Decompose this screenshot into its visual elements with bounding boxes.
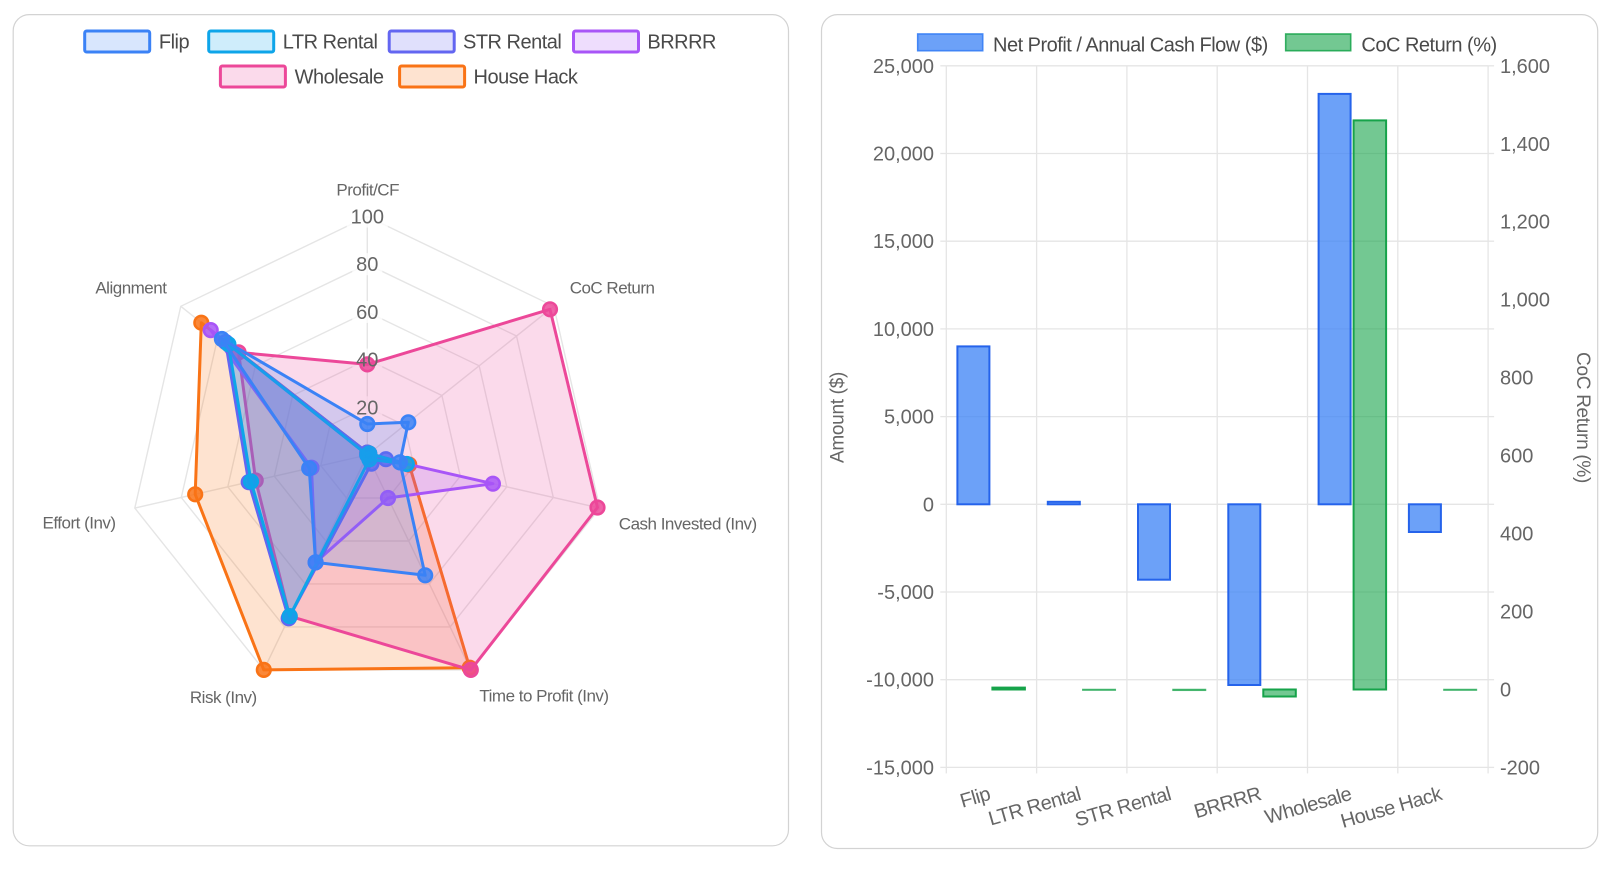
svg-text:10,000: 10,000 xyxy=(873,319,934,341)
svg-text:Net Profit / Annual Cash Flow: Net Profit / Annual Cash Flow ($) xyxy=(993,34,1268,56)
svg-text:CoC Return (%): CoC Return (%) xyxy=(1361,34,1496,56)
svg-text:Cash Invested (Inv): Cash Invested (Inv) xyxy=(619,515,757,534)
svg-text:400: 400 xyxy=(1500,524,1533,546)
svg-text:-10,000: -10,000 xyxy=(866,670,934,692)
svg-text:200: 200 xyxy=(1500,602,1533,624)
svg-text:LTR Rental: LTR Rental xyxy=(283,32,378,54)
svg-text:BRRRR: BRRRR xyxy=(647,32,716,54)
svg-text:-5,000: -5,000 xyxy=(877,582,934,604)
svg-text:800: 800 xyxy=(1500,368,1533,390)
svg-text:1,400: 1,400 xyxy=(1500,134,1550,156)
svg-text:1,600: 1,600 xyxy=(1500,56,1550,78)
svg-text:5,000: 5,000 xyxy=(884,407,934,429)
svg-text:Profit/CF: Profit/CF xyxy=(336,181,399,200)
svg-text:1,200: 1,200 xyxy=(1500,212,1550,234)
svg-text:CoC Return (%): CoC Return (%) xyxy=(1572,352,1593,483)
svg-text:Amount ($): Amount ($) xyxy=(828,372,849,463)
svg-text:Effort (Inv): Effort (Inv) xyxy=(43,514,116,533)
svg-text:25,000: 25,000 xyxy=(873,56,934,78)
svg-text:1,000: 1,000 xyxy=(1500,290,1550,312)
svg-text:-15,000: -15,000 xyxy=(866,757,934,779)
svg-text:80: 80 xyxy=(356,254,378,276)
svg-text:Flip: Flip xyxy=(159,32,190,54)
svg-text:-200: -200 xyxy=(1500,757,1540,779)
svg-text:Wholesale: Wholesale xyxy=(295,67,384,89)
svg-text:Time to Profit (Inv): Time to Profit (Inv) xyxy=(479,687,608,706)
svg-text:20: 20 xyxy=(356,397,378,419)
svg-text:House Hack: House Hack xyxy=(474,67,579,89)
svg-text:0: 0 xyxy=(923,494,934,516)
svg-text:600: 600 xyxy=(1500,446,1533,468)
svg-text:STR Rental: STR Rental xyxy=(463,32,561,54)
svg-text:Risk (Inv): Risk (Inv) xyxy=(190,688,257,707)
svg-text:60: 60 xyxy=(356,302,378,324)
svg-text:15,000: 15,000 xyxy=(873,231,934,253)
svg-text:CoC Return: CoC Return xyxy=(570,278,655,297)
svg-text:40: 40 xyxy=(356,350,378,372)
svg-text:Alignment: Alignment xyxy=(95,279,167,298)
svg-text:100: 100 xyxy=(351,207,384,229)
svg-text:20,000: 20,000 xyxy=(873,144,934,166)
svg-text:0: 0 xyxy=(1500,679,1511,701)
